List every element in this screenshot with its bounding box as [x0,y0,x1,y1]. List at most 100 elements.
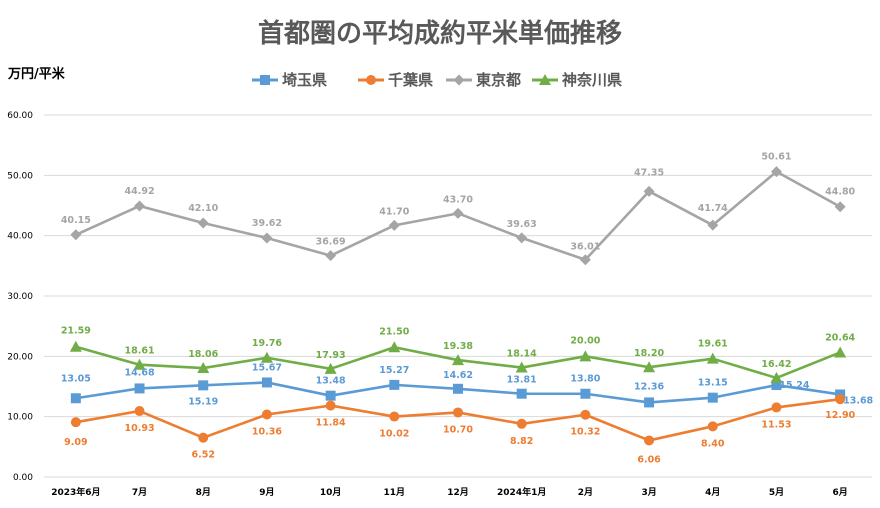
data-point [770,371,783,383]
data-point [706,352,719,364]
y-tick-label: 10.00 [7,413,33,423]
x-tick-label: 7月 [132,487,147,498]
legend-entry: 埼玉県 [282,71,327,89]
data-point [261,409,272,420]
data-label: 41.70 [379,206,409,217]
data-point [452,207,464,219]
data-label: 14.62 [443,370,473,381]
data-point [324,362,337,374]
y-tick-label: 50.00 [7,171,33,181]
legend-marker [539,74,551,85]
data-label: 10.36 [252,426,282,437]
data-label: 15.27 [379,365,409,376]
data-label: 9.09 [64,437,87,448]
data-label: 19.38 [443,341,473,352]
data-point [325,250,337,262]
data-point [453,383,463,394]
data-point [643,361,656,373]
data-point [197,217,209,229]
data-point [707,421,718,432]
data-point [707,219,719,231]
legend-marker [366,75,376,85]
data-label: 13.15 [698,378,728,389]
data-point [70,229,82,241]
legend-entry: 神奈川県 [562,71,622,89]
x-tick-label: 2月 [578,487,593,498]
data-label: 39.63 [507,219,537,230]
data-label: 44.80 [825,187,855,198]
data-point [261,232,273,244]
data-point [260,351,273,363]
data-label: 18.14 [507,349,537,360]
data-point [69,340,82,352]
data-label: 10.93 [125,423,155,434]
data-label: 21.50 [379,326,409,337]
data-point [388,219,400,231]
data-label: 41.74 [698,203,728,214]
data-point [580,409,591,420]
data-point [197,362,210,374]
data-label: 17.93 [316,350,346,361]
data-label: 6.06 [637,454,661,465]
data-label: 47.35 [634,167,664,178]
data-label: 20.64 [825,332,855,343]
data-label: 13.81 [507,375,537,386]
data-label: 13.48 [316,376,346,387]
data-label: 8.82 [510,436,533,447]
data-point [770,166,782,178]
data-label: 16.42 [761,359,791,370]
data-point [134,406,145,417]
data-point [515,361,528,373]
data-point [643,185,655,197]
data-label: 20.00 [570,335,600,346]
data-label: 39.62 [252,218,282,229]
data-label: 11.53 [761,419,791,430]
x-tick-label: 8月 [196,487,211,498]
data-point [516,418,527,429]
data-label: 15.67 [252,362,282,373]
data-point [134,383,145,394]
legend-entry: 東京都 [476,71,521,89]
x-tick-label: 10月 [320,487,342,498]
data-label: 15.19 [188,396,218,407]
data-label: 12.90 [825,410,855,421]
data-point [70,393,81,404]
legend-entry: 千葉県 [388,71,433,89]
x-tick-label: 3月 [641,487,656,498]
data-label: 50.61 [761,152,791,163]
data-label: 19.61 [698,339,728,350]
gridlines [44,114,872,478]
data-label: 11.84 [316,418,346,429]
legend: 埼玉県 千葉県 東京都 神奈川県 [252,71,622,89]
data-point [198,432,209,443]
data-point [453,407,463,418]
data-point [70,417,81,428]
data-label: 12.36 [634,381,664,392]
data-point [388,341,401,353]
data-point [516,388,527,399]
x-tick-label: 5月 [769,487,784,498]
data-label: 44.92 [125,186,155,197]
legend-marker [260,75,270,85]
data-point [834,201,846,213]
data-label: 43.70 [443,194,473,205]
y-axis-ticks: 0.00 10.00 20.00 30.00 40.00 50.00 60.00 [7,111,33,483]
x-tick-label: 2024年1月 [497,486,546,498]
y-axis-label: 万円/平米 [7,66,66,82]
data-label: 36.01 [570,242,600,253]
data-point [261,377,272,388]
data-label: 10.02 [379,429,409,440]
data-point [771,402,782,413]
y-tick-label: 30.00 [7,292,33,302]
x-tick-label: 6月 [833,487,848,498]
data-point [389,379,400,390]
data-point [835,394,846,405]
chart-title: 首都圏の平均成約平米単価推移 [258,18,622,49]
data-point [325,400,336,411]
data-label: 36.69 [316,237,346,248]
data-label: 18.20 [634,348,664,359]
data-point [579,350,592,362]
data-label: 13.05 [61,373,91,384]
data-label: 14.68 [125,367,155,378]
data-label: 13.68 [843,395,873,406]
